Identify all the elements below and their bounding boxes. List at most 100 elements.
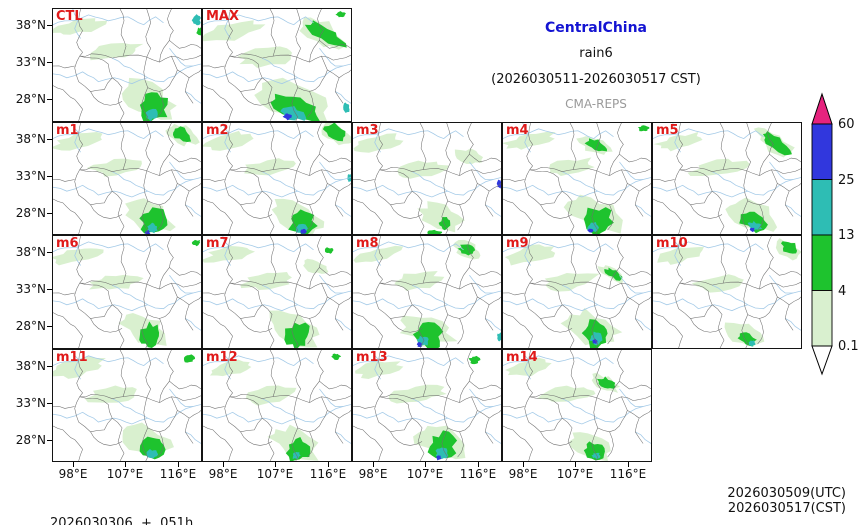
map-canvas: [53, 9, 201, 121]
valid-time-cst: 2026030517(CST): [727, 501, 846, 516]
colorbar-segment: [811, 123, 833, 180]
y-axis-tick: [47, 99, 52, 100]
x-axis-tick: [275, 462, 276, 467]
period-title: (2026030511-2026030517 CST): [491, 72, 701, 87]
map-canvas: [353, 350, 501, 461]
map-canvas: [503, 350, 651, 461]
y-axis-tick: [47, 252, 52, 253]
panel-label-m13: m13: [356, 350, 388, 365]
colorbar-tick-label: 60: [838, 117, 855, 132]
colorbar-tick-label: 13: [838, 228, 855, 243]
panel-label-m3: m3: [356, 123, 379, 138]
panel-label-m2: m2: [206, 123, 229, 138]
map-panel-m13: m13: [352, 349, 502, 462]
y-axis-tick: [47, 326, 52, 327]
map-canvas: [503, 236, 651, 348]
init-times-text: 2026030306 + 051h 2026030314 + 051h: [50, 486, 193, 525]
map-canvas: [503, 123, 651, 234]
panel-label-m9: m9: [506, 236, 529, 251]
map-panel-m1: m1: [52, 122, 202, 235]
x-axis-tick: [628, 462, 629, 467]
y-axis-label: 38°N: [15, 132, 46, 146]
x-axis-tick: [478, 462, 479, 467]
colorbar-segment: [811, 290, 833, 347]
x-axis-tick: [425, 462, 426, 467]
valid-times-text: 2026030509(UTC) 2026030517(CST): [727, 486, 846, 516]
panel-label-m11: m11: [56, 350, 88, 365]
x-axis-label: 98°E: [358, 467, 388, 481]
map-panel-m3: m3: [352, 122, 502, 235]
colorbar-tick-label: 0.1: [838, 339, 859, 354]
title-block: CentralChina rain6 (2026030511-202603051…: [352, 20, 840, 111]
map-canvas: [53, 123, 201, 234]
y-axis-label: 28°N: [15, 92, 46, 106]
y-axis-label: 38°N: [15, 359, 46, 373]
x-axis-tick: [73, 462, 74, 467]
panel-label-m12: m12: [206, 350, 238, 365]
map-canvas: [203, 350, 351, 461]
x-axis-tick: [523, 462, 524, 467]
map-panel-m10: m10: [652, 235, 802, 349]
x-axis-tick: [223, 462, 224, 467]
y-axis-label: 28°N: [15, 206, 46, 220]
x-axis-tick: [125, 462, 126, 467]
panel-label-MAX: MAX: [206, 9, 240, 24]
x-axis-label: 107°E: [556, 467, 594, 481]
y-axis-tick: [47, 176, 52, 177]
map-panel-m4: m4: [502, 122, 652, 235]
x-axis-tick: [373, 462, 374, 467]
map-panel-MAX: MAX: [202, 8, 352, 122]
colorbar-segment: [811, 234, 833, 291]
map-canvas: [53, 350, 201, 461]
map-panel-m7: m7: [202, 235, 352, 349]
map-panel-m14: m14: [502, 349, 652, 462]
y-axis-label: 28°N: [15, 319, 46, 333]
x-axis-tick: [575, 462, 576, 467]
map-panel-m8: m8: [352, 235, 502, 349]
y-axis-label: 33°N: [15, 282, 46, 296]
y-axis-label: 38°N: [15, 18, 46, 32]
map-canvas: [53, 236, 201, 348]
x-axis-label: 98°E: [508, 467, 538, 481]
map-canvas: [353, 236, 501, 348]
init-time-line-1: 2026030306 + 051h: [50, 516, 194, 525]
map-panel-m6: m6: [52, 235, 202, 349]
variable-title: rain6: [579, 46, 613, 61]
panel-label-m14: m14: [506, 350, 538, 365]
map-panel-m9: m9: [502, 235, 652, 349]
x-axis-label: 116°E: [159, 467, 197, 481]
panel-label-CTL: CTL: [56, 9, 83, 24]
x-axis-label: 107°E: [256, 467, 294, 481]
y-axis-label: 38°N: [15, 245, 46, 259]
colorbar-under-arrow: [811, 345, 833, 376]
panel-label-m4: m4: [506, 123, 529, 138]
valid-time-utc: 2026030509(UTC): [727, 486, 846, 501]
map-canvas: [653, 123, 801, 234]
y-axis-tick: [47, 25, 52, 26]
colorbar-tick-label: 25: [838, 172, 855, 188]
panel-label-m7: m7: [206, 236, 229, 251]
map-panel-m12: m12: [202, 349, 352, 462]
y-axis-tick: [47, 440, 52, 441]
x-axis-tick: [328, 462, 329, 467]
y-axis-tick: [47, 139, 52, 140]
x-axis-label: 107°E: [106, 467, 144, 481]
panel-label-m6: m6: [56, 236, 79, 251]
y-axis-label: 33°N: [15, 396, 46, 410]
panel-label-m10: m10: [656, 236, 688, 251]
map-canvas: [653, 236, 801, 348]
map-panel-m2: m2: [202, 122, 352, 235]
y-axis-label: 33°N: [15, 55, 46, 69]
panel-label-m1: m1: [56, 123, 79, 138]
y-axis-tick: [47, 289, 52, 290]
y-axis-tick: [47, 213, 52, 214]
map-canvas: [203, 236, 351, 348]
x-axis-label: 98°E: [208, 467, 238, 481]
map-canvas: [353, 123, 501, 234]
map-canvas: [203, 9, 351, 121]
panel-label-m8: m8: [356, 236, 379, 251]
colorbar-svg: [811, 92, 833, 376]
region-title: CentralChina: [544, 20, 648, 36]
x-axis-label: 116°E: [459, 467, 497, 481]
